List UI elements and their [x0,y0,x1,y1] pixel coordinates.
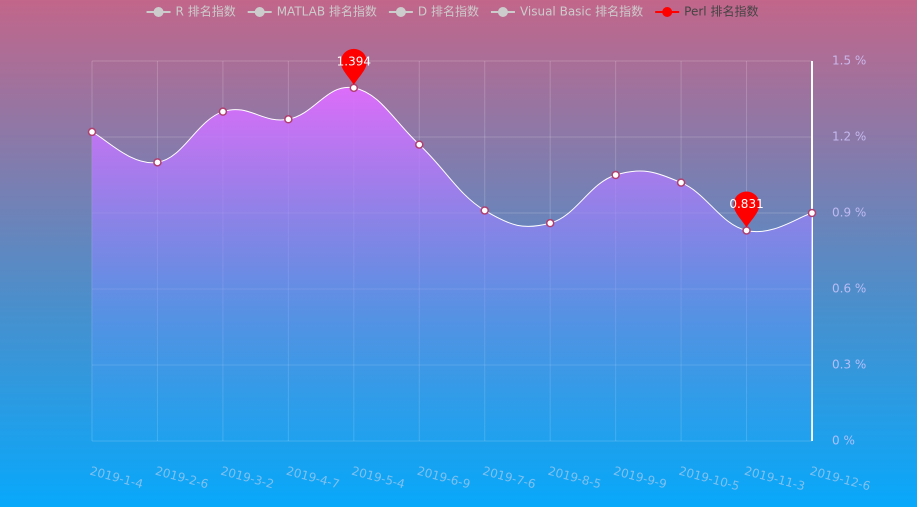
point [611,170,620,180]
legend-label[interactable]: D 排名指数 [418,4,479,19]
point [87,127,97,137]
legend-label[interactable]: R 排名指数 [176,4,236,19]
mark-pin [733,191,760,228]
area [92,87,812,441]
point [676,178,686,187]
legend-icon [497,7,508,17]
legend-icon [254,7,265,17]
point [415,140,424,149]
legend-icon [662,7,673,17]
legend-label[interactable]: MATLAB 排名指数 [277,4,377,19]
y-tick-label: 0.9 % [832,206,866,220]
y-tick-label: 1.5 % [832,54,866,68]
point [153,158,162,167]
legend-label[interactable]: Perl 排名指数 [684,4,758,19]
y-tick-label: 0.6 % [832,282,866,296]
point [349,83,359,93]
legend: R 排名指数 MATLAB 排名指数 D 排名指数 Visual Basic 排名指数… [146,4,758,19]
mark-label: 1.394 [337,54,371,68]
line [91,86,813,233]
point [218,107,228,116]
y-tick-label: 0.3 % [832,358,866,372]
legend-icon [153,7,164,17]
mark-label: 0.831 [729,197,763,211]
y-tick-label: 0 % [832,434,855,448]
legend-icon [395,7,406,17]
point [480,206,489,215]
y-tick-label: 1.2 % [832,130,866,144]
legend-label[interactable]: Visual Basic 排名指数 [520,4,643,19]
point [807,208,817,218]
point [284,115,293,124]
point [545,218,555,228]
mark-pin [340,48,367,85]
point [742,226,751,235]
